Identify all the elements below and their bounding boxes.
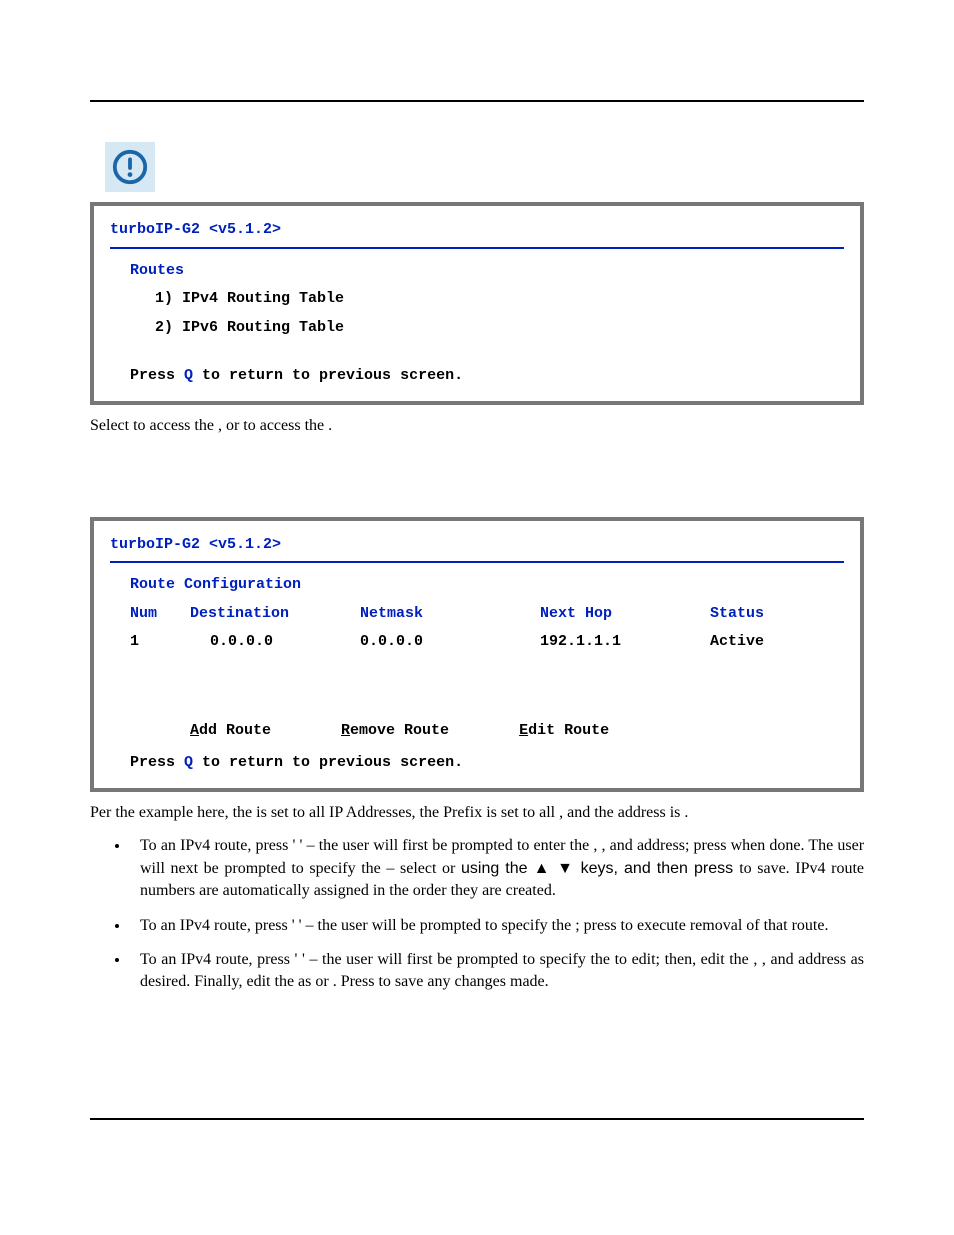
page-frame: turboIP-G2 <v5.1.2> Routes 1) IPv4 Routi…	[90, 100, 864, 1120]
cell-hop: 192.1.1.1	[540, 628, 710, 657]
col-dest-header: Destination	[190, 600, 360, 629]
terminal-rule	[110, 247, 844, 249]
paragraph-select: Select to access the , or to access the …	[90, 415, 864, 437]
terminal2-heading: Route Configuration	[110, 571, 844, 600]
terminal-heading: Routes	[110, 257, 844, 286]
footer-pre: Press	[130, 367, 184, 384]
col-mask-header: Netmask	[360, 600, 540, 629]
route-data-row: 1 0.0.0.0 0.0.0.0 192.1.1.1 Active	[110, 628, 844, 657]
bullet-edit: To an IPv4 route, press ' ' – the user w…	[130, 949, 864, 994]
bullet-add: To an IPv4 route, press ' ' – the user w…	[130, 835, 864, 902]
footer-key: Q	[184, 367, 193, 384]
menu-item-1: 1) IPv4 Routing Table	[110, 285, 844, 314]
menu-item-2: 2) IPv6 Routing Table	[110, 314, 844, 343]
action-remove: Remove Route	[341, 717, 449, 746]
footer-post: to return to previous screen.	[193, 367, 463, 384]
terminal2-title: turboIP-G2 <v5.1.2>	[110, 531, 844, 560]
terminal-route-config: turboIP-G2 <v5.1.2> Route Configuration …	[90, 517, 864, 792]
terminal2-footer: Press Q to return to previous screen.	[110, 749, 844, 778]
terminal-title: turboIP-G2 <v5.1.2>	[110, 216, 844, 245]
col-num-header: Num	[130, 600, 190, 629]
cell-dest: 0.0.0.0	[190, 628, 360, 657]
route-actions: Add Route Remove Route Edit Route	[110, 717, 844, 746]
col-hop-header: Next Hop	[540, 600, 710, 629]
terminal-footer: Press Q to return to previous screen.	[110, 362, 844, 391]
terminal2-rule	[110, 561, 844, 563]
cell-num: 1	[130, 628, 190, 657]
col-status-header: Status	[710, 600, 800, 629]
action-edit: Edit Route	[519, 717, 609, 746]
action-add: Add Route	[190, 717, 271, 746]
paragraph-example: Per the example here, the is set to all …	[90, 802, 864, 824]
bullet-list: To an IPv4 route, press ' ' – the user w…	[90, 835, 864, 993]
bullet-remove: To an IPv4 route, press ' ' – the user w…	[130, 915, 864, 937]
terminal-routes: turboIP-G2 <v5.1.2> Routes 1) IPv4 Routi…	[90, 202, 864, 405]
cell-status: Active	[710, 628, 800, 657]
alert-icon	[105, 142, 155, 192]
cell-mask: 0.0.0.0	[360, 628, 540, 657]
route-header-row: Num Destination Netmask Next Hop Status	[110, 600, 844, 629]
